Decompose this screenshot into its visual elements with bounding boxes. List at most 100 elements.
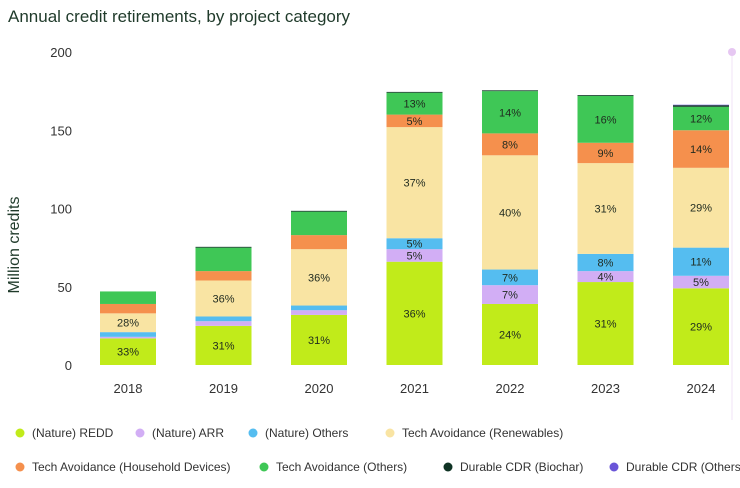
bar-segment[interactable] — [100, 291, 156, 304]
y-axis-label: Million credits — [6, 197, 23, 294]
scroll-indicator-dot[interactable] — [728, 48, 736, 56]
bar-stack-2021[interactable]: 36%5%5%37%5%13% — [386, 91, 443, 365]
bar-segment[interactable] — [673, 247, 729, 276]
bar-segment[interactable] — [482, 269, 538, 286]
bar-segment[interactable] — [673, 105, 729, 107]
y-tick-label: 100 — [50, 202, 72, 217]
bar-segment[interactable] — [195, 271, 252, 281]
bar-segment[interactable] — [577, 163, 634, 254]
bar-segment[interactable] — [673, 288, 729, 365]
legend-item[interactable]: Durable CDR (Others) — [609, 460, 740, 474]
bar-segment[interactable] — [291, 310, 347, 315]
bar-segment[interactable] — [291, 211, 347, 236]
bar-segment[interactable] — [673, 167, 729, 248]
x-tick-label: 2024 — [687, 381, 716, 396]
legend-label: (Nature) Others — [265, 426, 348, 440]
bar-segment-label: 33% — [117, 347, 139, 359]
legend-swatch — [259, 462, 269, 472]
bar-segment-label: 31% — [594, 204, 616, 216]
legend-label: Tech Avoidance (Household Devices) — [32, 460, 231, 474]
bar-segment[interactable] — [100, 338, 156, 365]
bar-segment[interactable] — [482, 285, 538, 304]
bar-segment[interactable] — [673, 130, 729, 168]
bar-segment[interactable] — [482, 90, 538, 92]
bar-segment-label: 14% — [499, 107, 521, 119]
bar-segment[interactable] — [482, 155, 538, 270]
bar-segment[interactable] — [482, 91, 538, 134]
bar-segment[interactable] — [386, 91, 443, 93]
legend-item[interactable]: (Nature) Others — [248, 426, 349, 440]
bar-segment[interactable] — [577, 95, 634, 143]
x-tick-label: 2022 — [496, 381, 525, 396]
bar-segment[interactable] — [291, 305, 347, 311]
bar-segment-label: 31% — [212, 340, 234, 352]
bar-segment[interactable] — [195, 325, 252, 365]
bar-stack-2019[interactable]: 31% 36% — [195, 246, 252, 365]
bar-segment-label: 28% — [117, 318, 139, 330]
legend-label: Durable CDR (Biochar) — [460, 460, 583, 474]
bar-segment[interactable] — [482, 133, 538, 156]
legend-item[interactable]: Tech Avoidance (Renewables) — [385, 426, 564, 440]
bar-segment[interactable] — [291, 249, 347, 306]
bar-segment[interactable] — [195, 316, 252, 322]
legend-item[interactable]: Tech Avoidance (Household Devices) — [15, 460, 231, 474]
legend-label: Tech Avoidance (Others) — [276, 460, 407, 474]
bar-segment-label: 29% — [690, 322, 712, 334]
bar-segment[interactable] — [386, 92, 443, 115]
bar-segment[interactable] — [195, 247, 252, 272]
bar-stack-2018[interactable]: 33% 28% — [100, 291, 156, 365]
legend-swatch — [15, 428, 25, 438]
bar-segment[interactable] — [100, 336, 156, 339]
bar-stack-2023[interactable]: 31% 4% 8% 31% 9% 16% — [577, 95, 634, 365]
bar-segment[interactable] — [291, 235, 347, 250]
legend-item[interactable]: (Nature) ARR — [135, 426, 225, 440]
bar-segment[interactable] — [577, 142, 634, 164]
bar-segment[interactable] — [386, 249, 443, 262]
bar-segment-label: 24% — [499, 329, 521, 341]
bar-segment[interactable] — [195, 246, 252, 248]
bar-segment[interactable] — [386, 114, 443, 128]
bars-group: 33%28%31%36%31%36%36%5%5%37%5%13%24%7%7%… — [100, 90, 729, 365]
bar-segment-label: 8% — [598, 257, 614, 269]
bar-segment[interactable] — [673, 275, 729, 289]
bar-segment[interactable] — [386, 238, 443, 250]
bar-stack-2022[interactable]: 24% 7% 7% 40% 8% 14% — [482, 90, 538, 365]
legend-label: (Nature) ARR — [152, 426, 224, 440]
x-tick-label: 2021 — [400, 381, 429, 396]
bar-segment[interactable] — [577, 95, 634, 96]
bar-segment[interactable] — [195, 280, 252, 317]
bar-segment[interactable] — [482, 303, 538, 365]
bar-segment[interactable] — [386, 127, 443, 239]
legend-swatch — [385, 428, 395, 438]
bar-segment[interactable] — [291, 210, 347, 212]
bar-segment-label: 12% — [690, 114, 712, 126]
bar-segment-label: 31% — [594, 319, 616, 331]
legend-label: Tech Avoidance (Renewables) — [402, 426, 563, 440]
legend-item[interactable]: Durable CDR (Biochar) — [443, 460, 584, 474]
bar-segment-label: 9% — [598, 148, 614, 160]
bar-segment[interactable] — [386, 261, 443, 365]
bar-stack-2024[interactable]: 29% 5% 11% 29% 14% 12% — [673, 104, 729, 365]
bar-segment[interactable] — [195, 321, 252, 326]
bar-segment[interactable] — [100, 303, 156, 314]
bar-segment[interactable] — [577, 282, 634, 365]
bar-segment[interactable] — [100, 313, 156, 333]
bar-segment[interactable] — [673, 106, 729, 131]
bar-segment-label: 7% — [502, 272, 518, 284]
x-axis-ticks: 2018 2019 2020 2021 2022 2023 2024 — [114, 381, 716, 396]
y-tick-label: 200 — [50, 45, 72, 60]
bar-segment[interactable] — [577, 271, 634, 283]
bar-stack-2020[interactable]: 31% 36% — [291, 210, 347, 365]
bar-segment[interactable] — [100, 332, 156, 337]
bar-segment-label: 8% — [502, 139, 518, 151]
y-tick-label: 0 — [65, 358, 72, 373]
bar-segment[interactable] — [577, 253, 634, 272]
bar-segment-label: 36% — [212, 293, 234, 305]
legend-item[interactable]: (Nature) REDD — [15, 426, 114, 440]
bar-segment-label: 5% — [693, 277, 709, 289]
bar-segment-label: 37% — [403, 178, 425, 190]
bar-segment-label: 29% — [690, 203, 712, 215]
bar-segment[interactable] — [291, 314, 347, 365]
legend-item[interactable]: Tech Avoidance (Others) — [259, 460, 408, 474]
bar-segment-label: 5% — [407, 116, 423, 128]
